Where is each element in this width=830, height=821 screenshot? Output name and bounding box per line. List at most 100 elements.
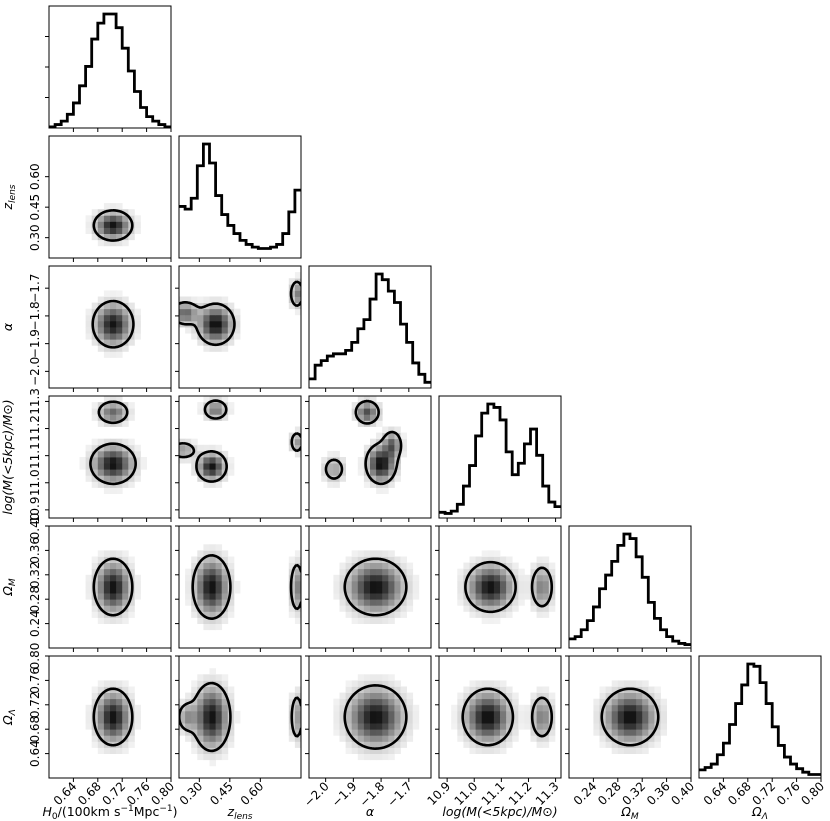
density-bin	[382, 587, 389, 594]
density-bin	[370, 457, 377, 464]
density-bin	[493, 723, 501, 730]
density-bin	[128, 233, 135, 241]
density-bin	[221, 414, 229, 421]
density-bin	[97, 296, 105, 303]
density-bin	[110, 438, 117, 446]
density-bin	[97, 420, 105, 427]
density-bin	[351, 550, 359, 557]
density-bin	[536, 686, 544, 693]
density-bin	[215, 556, 223, 563]
density-bin	[191, 469, 198, 476]
density-bin	[345, 605, 353, 612]
density-bin	[475, 568, 483, 576]
density-bin	[103, 469, 111, 476]
density-bin	[288, 278, 296, 285]
density-bin	[116, 568, 123, 576]
density-bin	[197, 753, 204, 761]
density-bin	[388, 593, 395, 600]
density-bin	[536, 599, 544, 606]
density-bin	[542, 556, 550, 563]
density-bin	[617, 680, 625, 687]
density-bin	[500, 729, 507, 736]
density-bin	[294, 450, 302, 458]
density-bin	[493, 611, 501, 618]
density-bin	[103, 599, 111, 606]
density-bin	[382, 475, 389, 482]
density-bin	[221, 314, 229, 322]
density-bin	[500, 587, 507, 594]
density-bin	[191, 710, 198, 718]
density-bin	[357, 599, 365, 606]
density-bin	[376, 723, 383, 730]
density-bin	[530, 605, 537, 612]
density-bin	[203, 717, 210, 724]
density-bin	[209, 668, 216, 675]
density-bin	[370, 396, 377, 403]
density-bin	[481, 704, 489, 712]
density-bin	[128, 735, 135, 742]
density-bin	[122, 550, 129, 557]
axes-frame	[568, 655, 692, 779]
density-bin	[116, 475, 123, 482]
density-bin	[593, 710, 600, 718]
density-bin	[376, 605, 383, 612]
contour-line	[461, 687, 554, 747]
density-bin	[376, 574, 383, 582]
density-bin	[294, 587, 302, 594]
y-tick-label: 0.40	[28, 513, 42, 540]
density-bin	[122, 680, 129, 687]
density-bin	[333, 574, 340, 582]
density-bin	[370, 568, 377, 576]
density-bin	[357, 680, 365, 687]
density-bin	[518, 717, 525, 724]
density-bin	[548, 599, 556, 606]
axes-frame	[178, 135, 302, 259]
density-bin	[351, 692, 359, 700]
density-bin	[469, 599, 476, 606]
density-bin	[376, 692, 383, 700]
density-bin	[116, 314, 123, 322]
density-bin	[116, 593, 123, 600]
density-bin	[370, 438, 377, 446]
density-bin	[481, 692, 489, 700]
density-bin	[357, 735, 365, 742]
axes-frame	[48, 265, 172, 389]
density-bin	[294, 290, 302, 297]
axes-frame	[48, 5, 172, 129]
density-bin	[233, 327, 241, 334]
density-bin	[227, 605, 235, 612]
density-bin	[493, 593, 501, 600]
density-bin	[91, 605, 99, 612]
axes-frame	[178, 655, 302, 779]
density-bin	[85, 723, 93, 730]
density-bin	[623, 704, 631, 712]
density-bin	[400, 568, 407, 576]
density-bin	[122, 450, 129, 458]
density-bin	[85, 463, 93, 470]
axes-frame	[438, 655, 562, 779]
density-bin	[370, 686, 377, 693]
y-tick-label: 0.68	[28, 716, 42, 743]
density-bin	[388, 568, 395, 576]
density-bin	[122, 420, 129, 427]
density-bin	[191, 611, 198, 618]
density-bin	[191, 704, 198, 712]
density-bin	[351, 580, 359, 588]
density-bin	[457, 723, 464, 730]
density-bin	[197, 704, 204, 712]
density-bin	[103, 481, 111, 488]
density-bin	[191, 692, 198, 700]
contour-line	[343, 557, 408, 617]
density-bin	[221, 396, 229, 403]
density-bin	[110, 339, 117, 346]
density-bin	[370, 704, 377, 712]
density-bin	[215, 568, 223, 576]
density-bin	[363, 735, 371, 742]
density-bin	[110, 402, 117, 409]
density-bin	[388, 574, 395, 582]
density-bin	[642, 741, 649, 748]
density-bin	[294, 717, 302, 724]
density-bin	[97, 333, 105, 340]
density-bin	[524, 710, 531, 718]
density-bin	[116, 723, 123, 730]
